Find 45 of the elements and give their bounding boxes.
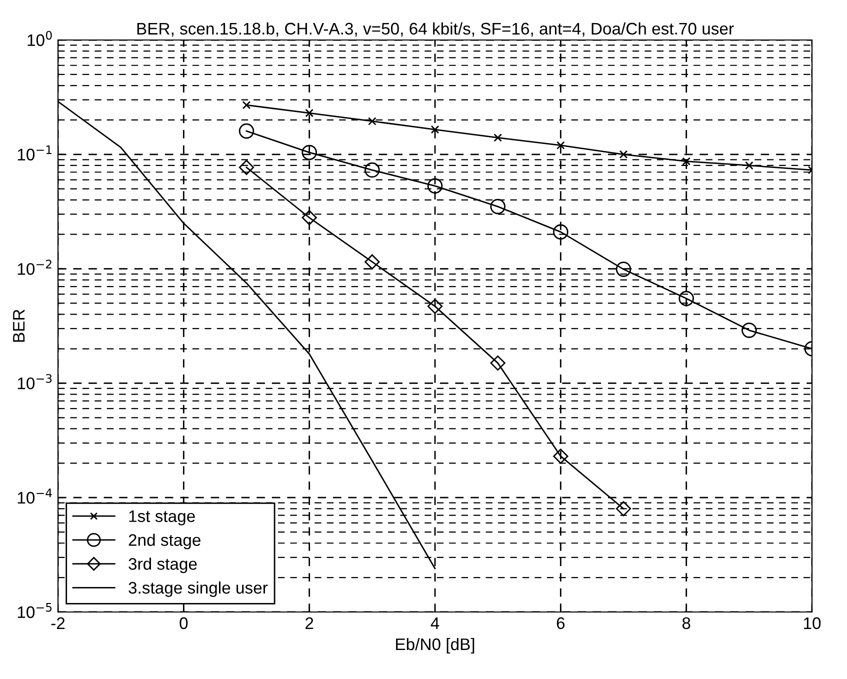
x-axis-title: Eb/N0 [dB] xyxy=(396,638,474,654)
point xyxy=(616,262,632,277)
x-tick-label: 10 xyxy=(804,617,821,630)
point xyxy=(490,198,506,214)
legend-label: 2nd stage xyxy=(128,534,200,550)
point xyxy=(553,224,568,240)
point xyxy=(494,134,502,142)
point xyxy=(238,160,254,175)
point xyxy=(682,157,690,166)
point xyxy=(678,290,694,306)
y-axis-title: BER xyxy=(13,310,25,342)
x-tick-label: 8 xyxy=(682,617,690,630)
point xyxy=(430,125,440,134)
point xyxy=(553,448,568,464)
y-tick-label: 10$^{−2}$ xyxy=(18,260,52,275)
legend-label: 1st stage xyxy=(129,510,195,526)
y-tick-label: 10$^{−4}$ xyxy=(18,488,52,504)
point xyxy=(238,123,254,139)
point xyxy=(364,162,380,178)
x-tick-label: 2 xyxy=(306,617,314,629)
y-tick-label: 10$^{−5}$ xyxy=(18,603,52,618)
point xyxy=(745,161,754,170)
x-tick-label: 6 xyxy=(556,617,565,630)
y-tick-label: 10$^{0}$ xyxy=(28,30,52,46)
legend-label: 3rd stage xyxy=(128,558,197,574)
point xyxy=(364,254,380,270)
point xyxy=(616,501,632,516)
point xyxy=(427,178,443,194)
x-tick-label: -2 xyxy=(51,617,65,629)
point xyxy=(427,298,443,314)
point xyxy=(490,355,506,371)
point xyxy=(242,100,251,110)
point xyxy=(305,108,314,118)
y-tick-label: 10$^{−1}$ xyxy=(18,145,52,160)
x-tick-label: 4 xyxy=(430,617,440,629)
chart-title: BER, scen.15.18.b, CH.V-A.3, v=50, 64 kbit/s, SF=16, ant=4, Doa/Ch est.70 user xyxy=(137,22,734,37)
point xyxy=(302,210,317,226)
point xyxy=(556,141,565,150)
x-tick-label: 0 xyxy=(180,617,188,630)
point xyxy=(302,144,317,160)
legend-label: 3.stage single user xyxy=(128,581,268,597)
point xyxy=(619,150,628,159)
point xyxy=(742,322,757,338)
point xyxy=(368,117,376,126)
y-tick-label: 10$^{−3}$ xyxy=(18,374,52,390)
